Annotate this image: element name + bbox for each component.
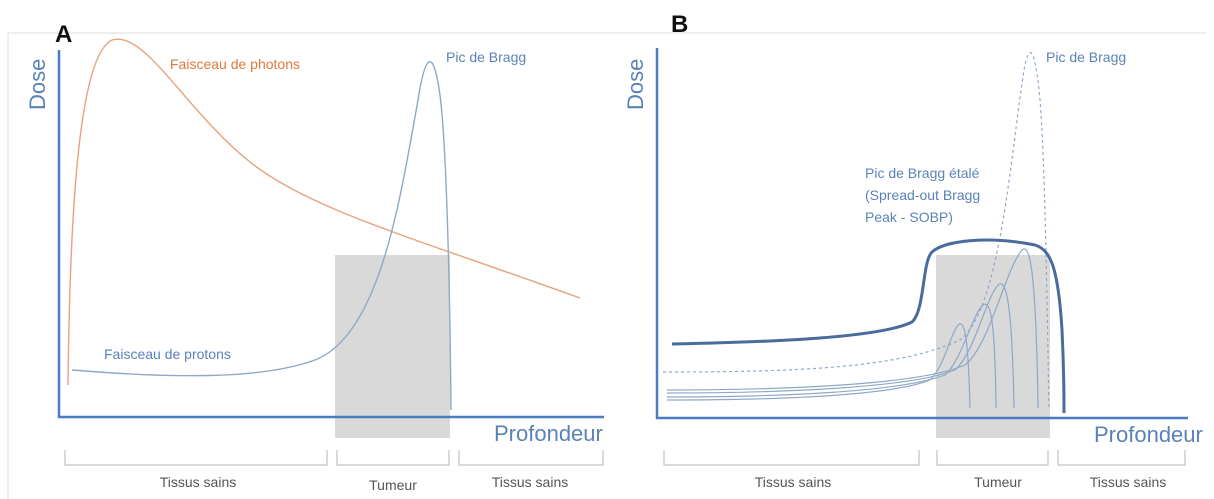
panel-b-region-healthy-left: Tissus sains [755, 474, 832, 490]
panel-b-region-tumor: Tumeur [974, 474, 1022, 490]
panel-a-tumor-region [335, 255, 450, 438]
panel-a-x-axis-label: Profondeur [494, 421, 603, 446]
panel-b: B Dose Profondeur Pic de Bragg Pic de Br… [623, 11, 1203, 490]
panel-a-bracket-healthy-right [458, 450, 604, 466]
panel-a-bragg-label: Pic de Bragg [446, 49, 526, 65]
panel-b-bragg-peak-2 [666, 303, 997, 409]
panel-a-region-healthy-right: Tissus sains [492, 474, 569, 490]
panel-b-bragg-peak-1 [666, 323, 971, 409]
panel-a-region-healthy-left: Tissus sains [160, 474, 237, 490]
panel-b-x-axis-label: Profondeur [1094, 422, 1203, 447]
panel-b-region-healthy-right: Tissus sains [1090, 474, 1167, 490]
panel-a: A Dose Profondeur Faisceau de photons Pi… [25, 21, 604, 493]
panel-a-proton-label: Faisceau de protons [104, 346, 231, 362]
panel-b-tumor-region [936, 255, 1050, 438]
panel-b-sobp-label-line-1: Pic de Bragg étalé [865, 165, 980, 181]
panel-b-sobp-label-line-3: Peak - SOBP) [865, 209, 953, 225]
panel-a-photon-curve [67, 38, 581, 386]
panel-a-photon-label: Faisceau de photons [170, 56, 300, 72]
panel-a-region-tumor: Tumeur [369, 477, 417, 493]
panel-b-letter: B [671, 11, 688, 38]
panel-b-sobp-curve [671, 238, 1066, 414]
panel-b-y-axis-label: Dose [623, 59, 648, 110]
panel-b-sobp-label-line-2: (Spread-out Bragg [865, 187, 980, 203]
panel-a-bracket-healthy-left [64, 450, 328, 466]
panel-a-proton-curve [71, 60, 452, 411]
panel-b-bracket-healthy-right [1057, 450, 1186, 466]
panel-b-bracket-tumor [936, 450, 1049, 466]
panel-b-bragg-peak-3 [666, 283, 1015, 409]
panel-a-bracket-tumor [336, 450, 450, 466]
panel-b-bragg-label: Pic de Bragg [1046, 49, 1126, 65]
panel-b-bracket-healthy-left [663, 450, 920, 466]
panel-b-bragg-peak-4 [666, 248, 1039, 409]
panel-a-y-axis-label: Dose [25, 59, 50, 110]
panel-a-letter: A [55, 21, 72, 48]
